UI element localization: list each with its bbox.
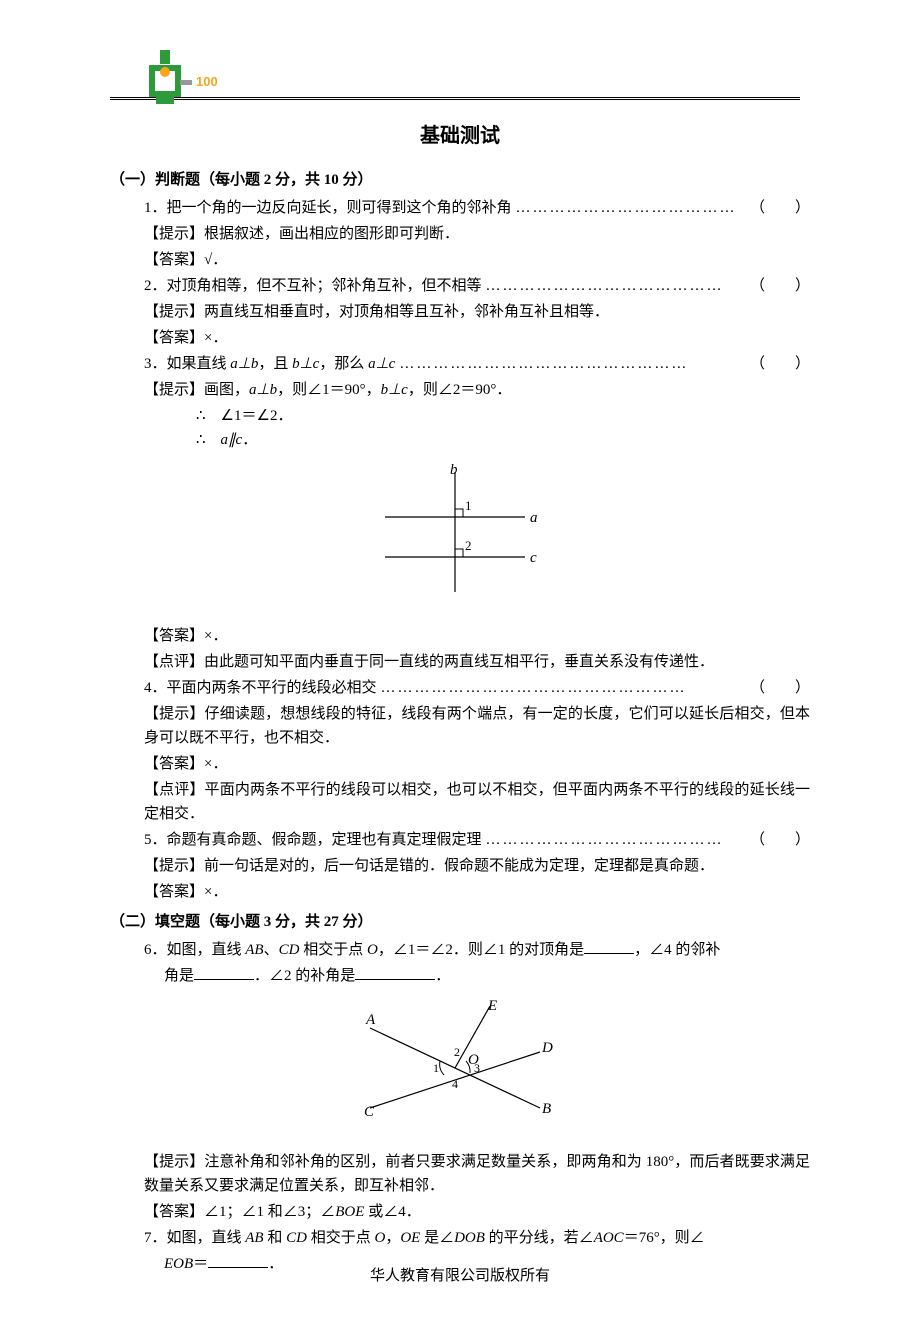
svg-text:a: a xyxy=(530,510,538,526)
q5-hint: 【提示】前一句话是对的，后一句话是错的．假命题不能成为定理，定理都是真命题． xyxy=(110,854,810,878)
svg-text:b: b xyxy=(450,462,458,478)
q1-hint: 【提示】根据叙述，画出相应的图形即可判断． xyxy=(110,222,810,246)
footer-copyright: 华人教育有限公司版权所有 xyxy=(0,1264,920,1288)
q3-comment: 【点评】由此题可知平面内垂直于同一直线的两直线互相平行，垂直关系没有传递性． xyxy=(110,650,810,674)
q4-hint: 【提示】仔细读题，想想线段的特征，线段有两个端点，有一定的长度，它们可以延长后相… xyxy=(110,702,810,750)
q6-blank3 xyxy=(355,964,435,980)
q1-text: 1．把一个角的一边反向延长，则可得到这个角的邻补角 ………………………………… … xyxy=(110,196,810,220)
section-1-heading: （一）判断题（每小题 2 分，共 10 分） xyxy=(110,168,810,192)
svg-text:3: 3 xyxy=(474,1061,480,1075)
section-2-heading: （二）填空题（每小题 3 分，共 27 分） xyxy=(110,910,810,934)
q6-line1: 6．如图，直线 AB、CD 相交于点 O，∠1＝∠2．则∠1 的对顶角是，∠4 … xyxy=(110,938,810,962)
q3-text: 3．如果直线 a⊥b，且 b⊥c，那么 a⊥c …………………………………………… xyxy=(110,352,810,376)
q2-hint: 【提示】两直线互相垂直时，对顶角相等且互补，邻补角互补且相等． xyxy=(110,300,810,324)
svg-text:1: 1 xyxy=(433,1061,439,1075)
q3-hint: 【提示】画图，a⊥b，则∠1＝90°，b⊥c，则∠2＝90°． xyxy=(110,378,810,402)
logo: 100 xyxy=(130,50,230,118)
svg-text:2: 2 xyxy=(465,538,472,553)
q3-answer: 【答案】×． xyxy=(110,624,810,648)
q3-diagram: b a c 1 2 xyxy=(110,462,810,610)
q6-hint: 【提示】注意补角和邻补角的区别，前者只要求满足数量关系，即两角和为 180°，而… xyxy=(110,1150,810,1198)
svg-text:A: A xyxy=(365,1012,376,1028)
q6-line2: 角是．∠2 的补角是． xyxy=(110,964,810,988)
q3-line3: ∴ a∥c． xyxy=(110,428,810,452)
q5-answer: 【答案】×． xyxy=(110,880,810,904)
svg-text:C: C xyxy=(364,1104,375,1120)
q4-comment: 【点评】平面内两条不平行的线段可以相交，也可以不相交，但平面内两条不平行的线段的… xyxy=(110,778,810,826)
svg-text:B: B xyxy=(542,1101,551,1117)
q7-line1: 7．如图，直线 AB 和 CD 相交于点 O，OE 是∠DOB 的平分线，若∠A… xyxy=(110,1226,810,1250)
q6-blank2 xyxy=(194,964,254,980)
q6-blank1 xyxy=(584,938,634,954)
logo-badge-text: 100 xyxy=(196,74,218,89)
q2-text: 2．对顶角相等，但不互补；邻补角互补，但不相等 …………………………………… （… xyxy=(110,274,810,298)
svg-text:2: 2 xyxy=(454,1045,460,1059)
q6-diagram: A B C D E O 1 2 3 4 xyxy=(110,998,810,1136)
q2-answer: 【答案】×． xyxy=(110,326,810,350)
svg-text:c: c xyxy=(530,550,537,566)
svg-text:D: D xyxy=(541,1040,553,1056)
q1-answer: 【答案】√． xyxy=(110,248,810,272)
svg-text:4: 4 xyxy=(452,1077,458,1091)
svg-text:1: 1 xyxy=(465,498,472,513)
q4-answer: 【答案】×． xyxy=(110,752,810,776)
q3-line2: ∴ ∠1＝∠2． xyxy=(110,404,810,428)
q6-answer: 【答案】∠1；∠1 和∠3；∠BOE 或∠4． xyxy=(110,1200,810,1224)
q4-text: 4．平面内两条不平行的线段必相交 ……………………………………………… （ ） xyxy=(110,676,810,700)
svg-text:E: E xyxy=(487,998,497,1014)
q5-text: 5．命题有真命题、假命题，定理也有真定理假定理 …………………………………… （… xyxy=(110,828,810,852)
page-title: 基础测试 xyxy=(110,120,810,152)
